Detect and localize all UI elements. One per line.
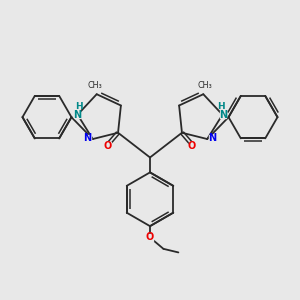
Text: O: O: [146, 232, 154, 242]
Bar: [209, 135, 216, 142]
Text: N: N: [84, 134, 92, 143]
Text: O: O: [104, 141, 112, 151]
Bar: [147, 234, 153, 241]
Text: N: N: [219, 110, 227, 120]
Bar: [84, 135, 91, 142]
Bar: [104, 142, 111, 149]
Bar: [220, 111, 226, 118]
Text: H: H: [75, 102, 82, 111]
Bar: [74, 111, 80, 118]
Text: H: H: [218, 102, 225, 111]
Text: CH₃: CH₃: [88, 81, 103, 90]
Text: O: O: [188, 141, 196, 151]
Text: N: N: [73, 110, 81, 120]
Text: CH₃: CH₃: [197, 81, 212, 90]
Bar: [189, 142, 196, 149]
Text: N: N: [208, 134, 216, 143]
